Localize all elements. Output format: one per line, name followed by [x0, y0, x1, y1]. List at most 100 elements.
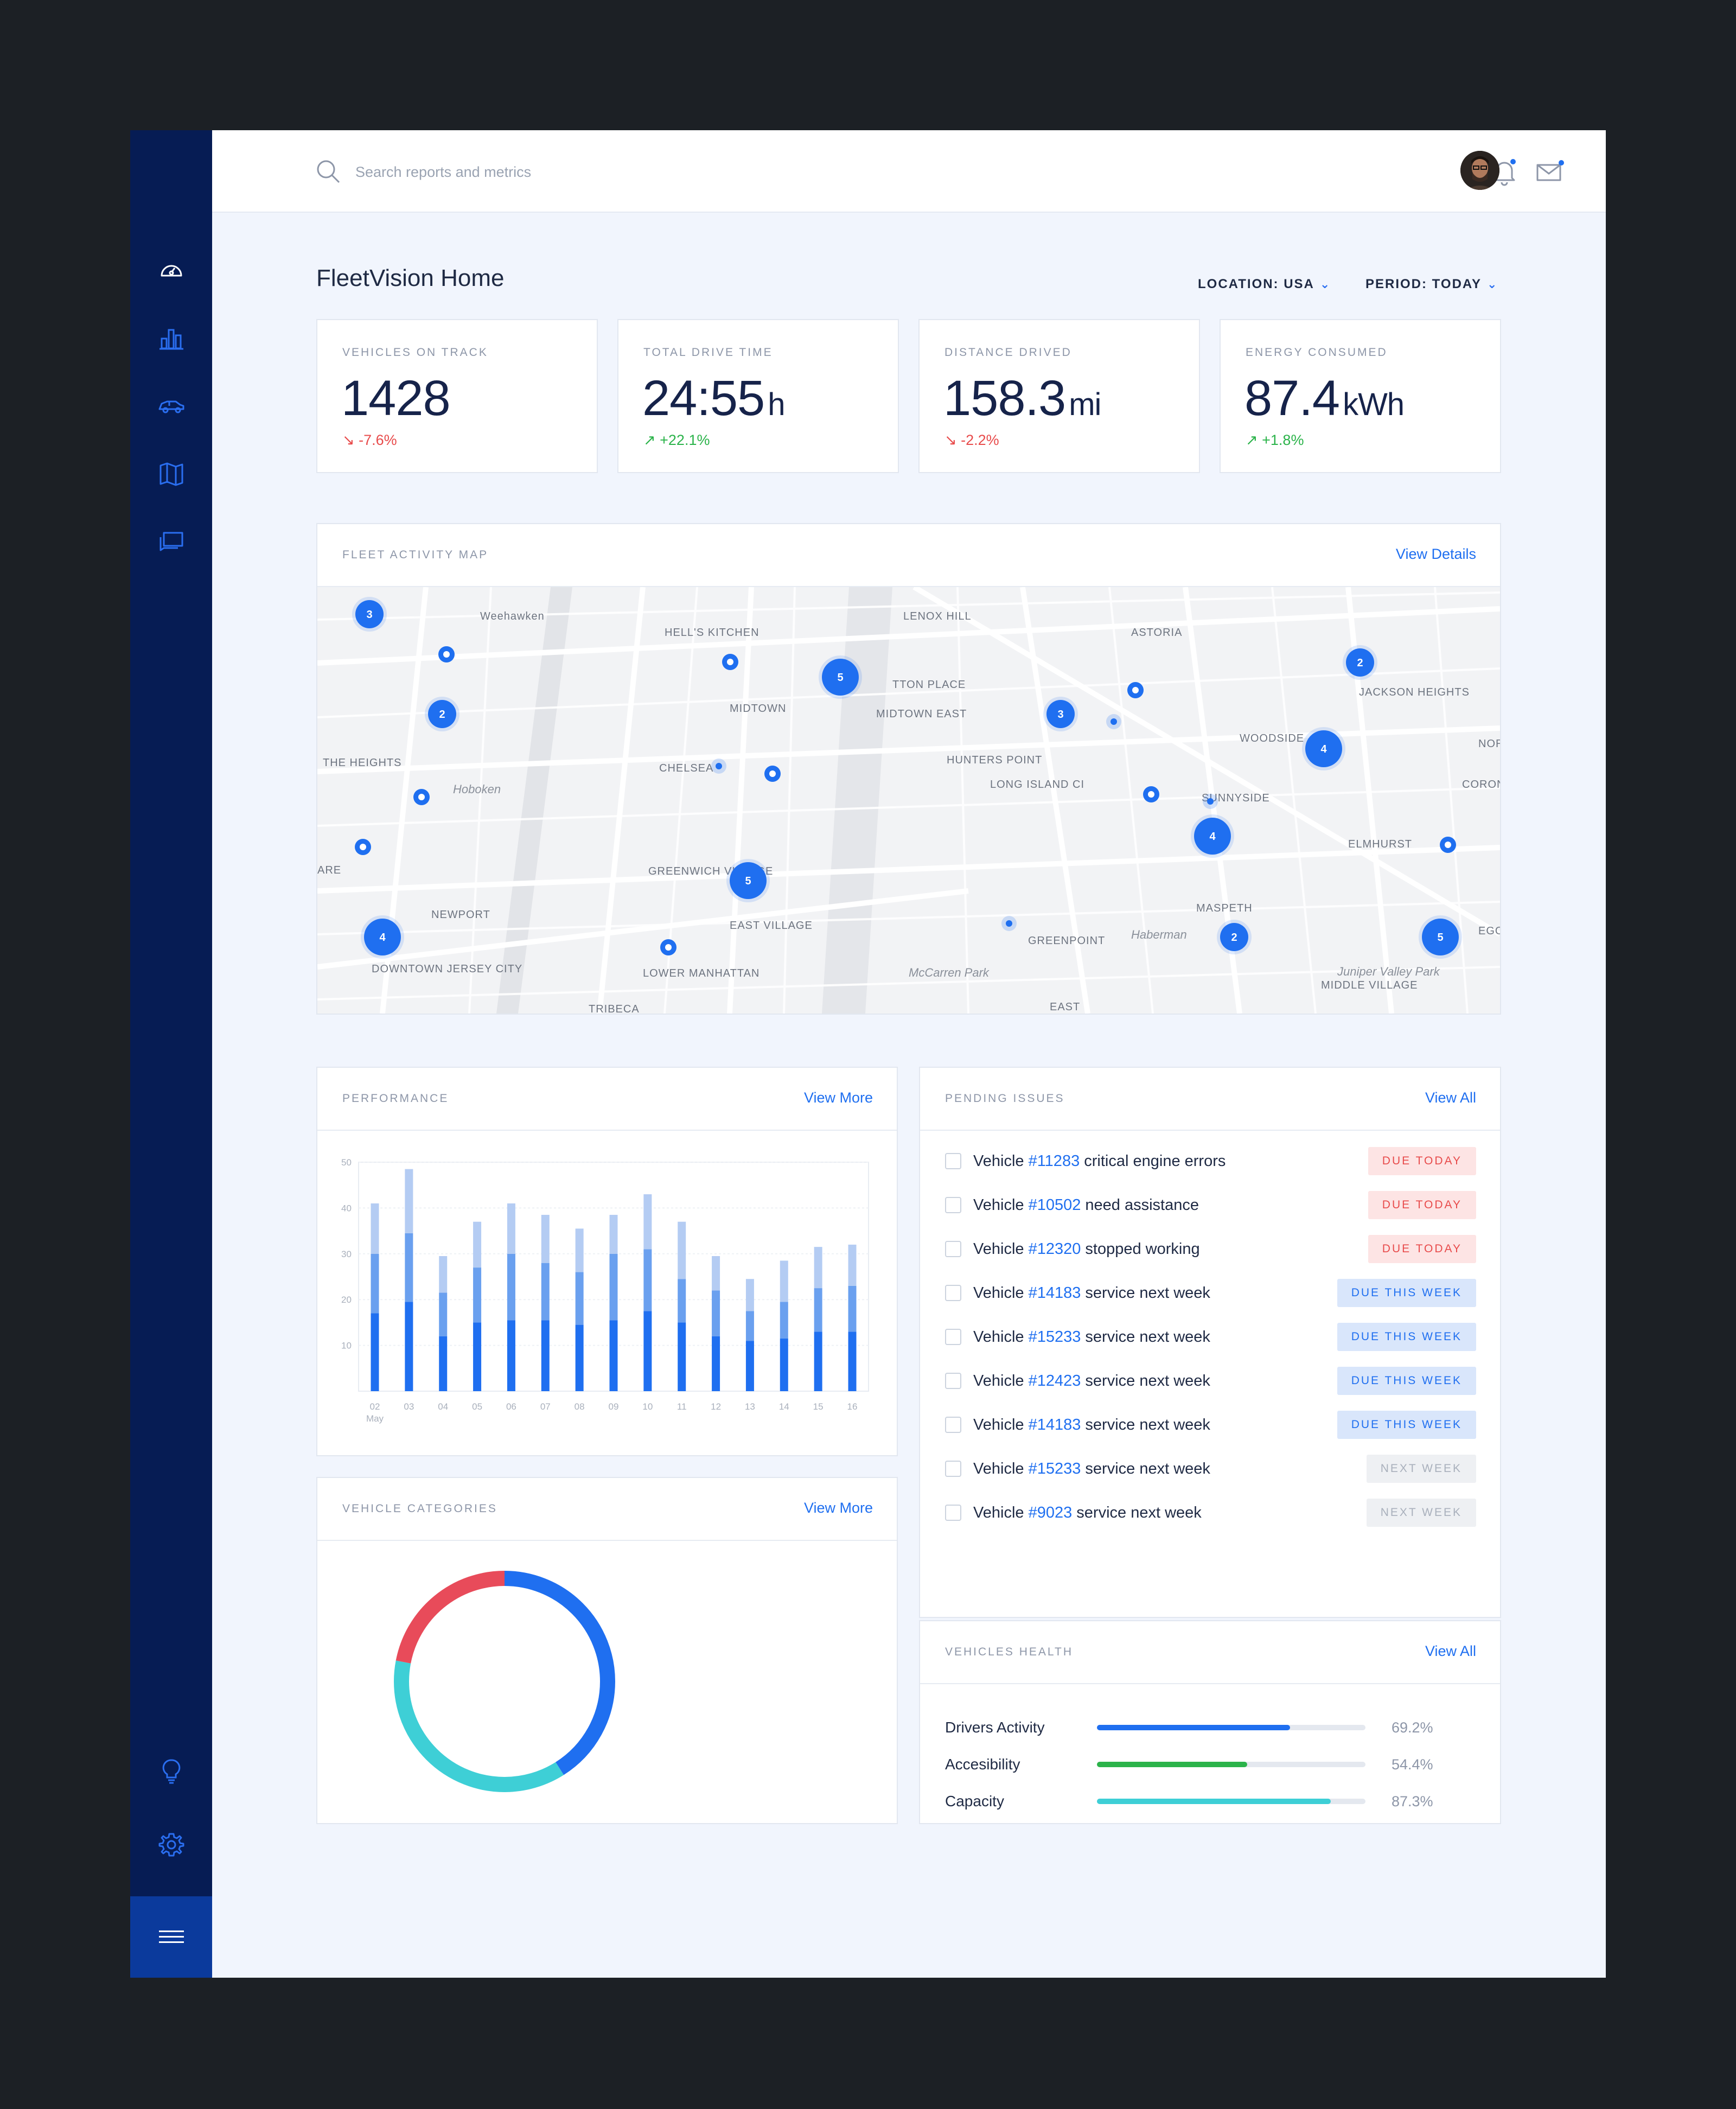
- issue-checkbox[interactable]: [945, 1461, 961, 1477]
- fleet-map[interactable]: Weehawken HELL'S KITCHEN LENOX HILL ASTORIA…: [317, 587, 1500, 1014]
- vehicle-cluster-marker[interactable]: 4: [1302, 727, 1345, 770]
- issue-checkbox[interactable]: [945, 1241, 961, 1257]
- vehicle-marker[interactable]: [1127, 682, 1144, 698]
- due-status-badge: DUE THIS WEEK: [1337, 1279, 1476, 1307]
- due-status-badge: DUE TODAY: [1368, 1191, 1476, 1219]
- vehicle-marker-idle[interactable]: [1203, 794, 1218, 809]
- vehicle-marker[interactable]: [413, 789, 430, 805]
- vehicle-cluster-marker[interactable]: 5: [1419, 915, 1462, 959]
- period-filter-dropdown[interactable]: PERIOD: TODAY ⌄: [1365, 277, 1498, 292]
- vehicle-car-icon[interactable]: [157, 392, 186, 420]
- map-place-label: THE HEIGHTS: [323, 757, 401, 769]
- issue-checkbox[interactable]: [945, 1373, 961, 1389]
- vehicle-marker-idle[interactable]: [1001, 916, 1017, 931]
- divider: [920, 1683, 1500, 1684]
- vehicle-cluster-marker[interactable]: 3: [352, 597, 387, 632]
- vehicle-cluster-marker[interactable]: 4: [361, 915, 404, 959]
- divider: [317, 1130, 897, 1131]
- kpi-card-total-drive-time[interactable]: TOTAL DRIVE TIME 24:55 h ↗ +22.1%: [617, 319, 899, 473]
- bar-segment-middle: [439, 1292, 448, 1336]
- issue-checkbox[interactable]: [945, 1153, 961, 1169]
- issue-row: Vehicle #15233 service next week NEXT WEE…: [945, 1454, 1476, 1484]
- vehicle-cluster-marker[interactable]: 4: [1191, 814, 1234, 858]
- page-title: FleetVision Home: [316, 265, 505, 291]
- due-status-badge: DUE THIS WEEK: [1337, 1367, 1476, 1395]
- kpi-card-distance-drived[interactable]: DISTANCE DRIVED 158.3 mi ↘ -2.2%: [918, 319, 1200, 473]
- vehicle-marker[interactable]: [1440, 837, 1456, 853]
- vehicle-cluster-marker[interactable]: 2: [1217, 920, 1252, 954]
- map-place-label: HELL'S KITCHEN: [665, 627, 760, 639]
- bar-segment-base: [575, 1324, 584, 1391]
- x-tick-label: 14: [779, 1401, 789, 1412]
- vehicle-id-link[interactable]: #12320: [1028, 1240, 1081, 1258]
- map-icon[interactable]: [157, 460, 186, 488]
- vehicle-cluster-marker[interactable]: 5: [819, 655, 862, 699]
- map-place-label: EGO PA: [1478, 925, 1500, 937]
- vehicle-id-link[interactable]: #15233: [1028, 1460, 1081, 1477]
- issue-checkbox[interactable]: [945, 1505, 961, 1521]
- vehicle-marker[interactable]: [438, 646, 455, 662]
- map-place-label: EAST VILLAGE: [730, 920, 813, 932]
- divider: [317, 586, 1500, 587]
- dashboard-gauge-icon[interactable]: [157, 256, 186, 284]
- bar-segment-top: [814, 1247, 822, 1289]
- vehicle-id-link[interactable]: #14183: [1028, 1416, 1081, 1433]
- y-tick-label: 30: [341, 1249, 352, 1259]
- user-avatar[interactable]: [1460, 151, 1499, 190]
- vehicle-marker[interactable]: [355, 839, 371, 855]
- analytics-chart-icon[interactable]: [157, 324, 186, 353]
- bar-segment-top: [745, 1279, 754, 1311]
- vehicle-id-link[interactable]: #12423: [1028, 1372, 1081, 1390]
- divider: [317, 1540, 897, 1541]
- vehicle-marker[interactable]: [660, 939, 676, 955]
- kpi-card-energy-consumed[interactable]: ENERGY CONSUMED 87.4 kWh ↗ +1.8%: [1220, 319, 1501, 473]
- search-input[interactable]: [354, 158, 845, 186]
- issue-row: Vehicle #14183 service next week DUE THIS…: [945, 1410, 1476, 1440]
- vehicle-marker[interactable]: [722, 654, 738, 670]
- issue-checkbox[interactable]: [945, 1417, 961, 1433]
- settings-gear-icon[interactable]: [157, 1831, 186, 1859]
- issue-checkbox[interactable]: [945, 1329, 961, 1345]
- vehicle-id-link[interactable]: #14183: [1028, 1284, 1081, 1302]
- health-progress-fill: [1097, 1799, 1331, 1804]
- vehicle-id-link[interactable]: #9023: [1028, 1503, 1073, 1521]
- kpi-value: 158.3 mi: [943, 371, 1101, 426]
- vehicle-cluster-marker[interactable]: 3: [1043, 697, 1078, 731]
- performance-view-more-link[interactable]: View More: [803, 1089, 873, 1106]
- categories-view-more-link[interactable]: View More: [803, 1500, 873, 1516]
- vehicle-cluster-marker[interactable]: 2: [425, 697, 459, 731]
- vehicle-cluster-marker[interactable]: 5: [726, 859, 770, 902]
- vehicle-marker[interactable]: [1143, 786, 1159, 802]
- lightbulb-icon[interactable]: [157, 1757, 186, 1785]
- issue-checkbox[interactable]: [945, 1197, 961, 1213]
- issue-checkbox[interactable]: [945, 1285, 961, 1301]
- bar-segment-middle: [745, 1311, 754, 1341]
- bar-segment-top: [371, 1203, 379, 1254]
- vehicle-id-link[interactable]: #10502: [1028, 1196, 1081, 1214]
- health-view-all-link[interactable]: View All: [1425, 1643, 1476, 1659]
- card-title: VEHICLE CATEGORIES: [342, 1502, 497, 1515]
- kpi-card-vehicles-on-track[interactable]: VEHICLES ON TRACK 1428 ↘ -7.6%: [316, 319, 598, 473]
- messages-chat-icon[interactable]: [157, 528, 186, 557]
- health-progress-bar: [1097, 1762, 1365, 1767]
- menu-hamburger-button[interactable]: [130, 1896, 212, 1978]
- vehicle-marker-idle[interactable]: [1106, 714, 1121, 729]
- bar-segment-top: [439, 1256, 448, 1293]
- health-value: 69.2%: [1392, 1719, 1433, 1736]
- vehicle-marker-idle[interactable]: [711, 759, 726, 774]
- vehicle-id-link[interactable]: #11283: [1028, 1152, 1080, 1170]
- vehicle-marker[interactable]: [764, 766, 781, 782]
- bar-segment-middle: [473, 1267, 482, 1323]
- kpi-value: 24:55 h: [642, 371, 786, 426]
- issues-view-all-link[interactable]: View All: [1425, 1089, 1476, 1106]
- vehicle-id-link[interactable]: #15233: [1028, 1328, 1081, 1346]
- location-filter-dropdown[interactable]: LOCATION: USA ⌄: [1198, 277, 1331, 292]
- cluster-count: 3: [366, 609, 372, 621]
- bar-segment-base: [848, 1331, 857, 1391]
- bar-segment-base: [745, 1341, 754, 1391]
- vehicle-cluster-marker[interactable]: 2: [1343, 645, 1377, 680]
- bar-segment-top: [405, 1169, 413, 1233]
- map-place-label: LOWER MANHATTAN: [643, 967, 760, 979]
- view-details-link[interactable]: View Details: [1395, 546, 1476, 562]
- mail-envelope-icon[interactable]: [1534, 156, 1565, 187]
